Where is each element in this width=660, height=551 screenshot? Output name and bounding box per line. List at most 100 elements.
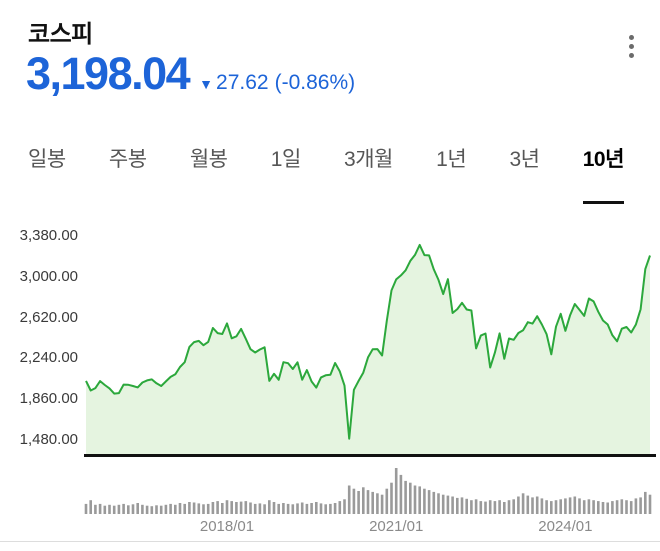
volume-bar xyxy=(488,500,492,514)
volume-bar xyxy=(597,501,600,514)
volume-bar xyxy=(545,500,548,514)
more-options-button[interactable] xyxy=(616,26,646,66)
price-change: ▼ 27.62 (-0.86%) xyxy=(199,71,355,95)
volume-bar xyxy=(535,496,539,514)
volume-bar xyxy=(498,500,501,514)
volume-bar xyxy=(347,485,351,514)
volume-bar xyxy=(437,493,440,514)
kebab-menu-icon xyxy=(628,43,634,49)
volume-bar xyxy=(239,501,243,514)
volume-bar xyxy=(305,503,309,514)
volume-bar xyxy=(427,490,431,514)
volume-bar xyxy=(526,495,530,514)
down-arrow-icon: ▼ xyxy=(199,76,214,92)
volume-bar xyxy=(639,497,642,514)
volume-bar xyxy=(451,496,454,514)
volume-bar xyxy=(620,499,624,514)
volume-bar xyxy=(155,505,158,514)
x-axis-labels: 2018/01 2021/01 2024/01 xyxy=(0,516,660,542)
volume-bar xyxy=(418,486,421,514)
volume-bar xyxy=(98,503,102,514)
volume-bar xyxy=(644,491,647,514)
volume-bar xyxy=(131,504,135,514)
volume-bar xyxy=(615,500,619,514)
volume-bar xyxy=(479,501,483,514)
volume-bar xyxy=(559,499,562,514)
volume-bar xyxy=(263,504,266,514)
volume-bar xyxy=(521,493,525,514)
tab-3month[interactable]: 3개월 xyxy=(344,148,393,171)
volume-bar xyxy=(432,491,436,514)
price-chart[interactable]: 3,380.00 3,000.00 2,620.00 2,240.00 1,860.00… xyxy=(0,210,660,460)
volume-bar xyxy=(648,494,652,514)
volume-bar xyxy=(258,503,262,514)
change-percent: (-0.86%) xyxy=(274,71,356,94)
tab-1year[interactable]: 1년 xyxy=(436,148,467,171)
tab-3year[interactable]: 3년 xyxy=(509,148,540,171)
y-tick-label: 3,380.00 xyxy=(19,227,78,244)
y-tick-label: 1,480.00 xyxy=(19,431,78,448)
chart-area-fill xyxy=(86,244,650,456)
volume-bar xyxy=(136,503,139,514)
volume-bar xyxy=(456,497,459,514)
volume-bar xyxy=(122,503,125,514)
volume-bar xyxy=(390,482,393,514)
x-tick-label: 2021/01 xyxy=(369,518,424,535)
tab-1day[interactable]: 1일 xyxy=(270,148,302,171)
volume-bar xyxy=(150,506,154,514)
volume-bar xyxy=(380,494,384,514)
volume-bar xyxy=(221,503,224,514)
volume-bar xyxy=(507,500,511,514)
volume-bar xyxy=(89,500,92,514)
volume-bar xyxy=(103,505,107,514)
volume-bar xyxy=(164,504,168,514)
volume-bar xyxy=(578,498,581,514)
volume-bar xyxy=(178,503,182,514)
volume-bar xyxy=(206,503,210,514)
period-tabs: 일봉 주봉 월봉 1일 3개월 1년 3년 10년 xyxy=(28,143,624,204)
tab-monthly-candle[interactable]: 월봉 xyxy=(189,148,228,171)
volume-bar xyxy=(484,501,487,514)
volume-bar xyxy=(423,488,426,514)
volume-bar xyxy=(409,482,412,514)
volume-bar xyxy=(230,501,233,514)
volume-bar xyxy=(564,498,567,514)
current-price: 3,198.04 xyxy=(26,48,191,99)
volume-bar xyxy=(253,503,257,514)
tab-daily-candle[interactable]: 일봉 xyxy=(28,148,66,171)
volume-bar xyxy=(517,496,520,514)
volume-bar xyxy=(592,500,595,514)
volume-bar xyxy=(268,500,271,514)
kebab-menu-icon xyxy=(628,34,634,40)
x-tick-label: 2024/01 xyxy=(538,518,593,535)
volume-bar xyxy=(225,500,229,514)
volume-bar xyxy=(249,502,252,514)
volume-bar xyxy=(587,499,591,514)
volume-bar xyxy=(394,468,398,514)
volume-bar xyxy=(568,497,572,514)
volume-bar xyxy=(625,500,628,514)
volume-bar xyxy=(503,502,506,514)
volume-bar xyxy=(550,501,553,514)
volume-bar xyxy=(611,501,614,514)
volume-bar xyxy=(324,504,327,514)
volume-bar xyxy=(413,485,417,514)
volume-bar xyxy=(493,501,497,514)
change-value: 27.62 xyxy=(216,71,269,94)
volume-bar xyxy=(296,503,299,514)
volume-bar xyxy=(474,499,478,514)
volume-chart xyxy=(0,462,660,516)
volume-bar xyxy=(366,490,370,514)
y-tick-label: 3,000.00 xyxy=(19,267,78,285)
y-tick-label: 1,860.00 xyxy=(19,390,78,408)
y-tick-label: 2,620.00 xyxy=(19,308,78,326)
volume-bar xyxy=(465,498,468,514)
tab-weekly-candle[interactable]: 주봉 xyxy=(108,148,147,171)
volume-bar xyxy=(315,502,318,514)
volume-bar xyxy=(470,500,473,514)
volume-bar xyxy=(108,504,111,514)
tab-10year[interactable]: 10년 xyxy=(582,143,624,204)
volume-bar xyxy=(141,504,144,514)
volume-bar xyxy=(310,503,313,514)
volume-bar xyxy=(441,494,445,514)
